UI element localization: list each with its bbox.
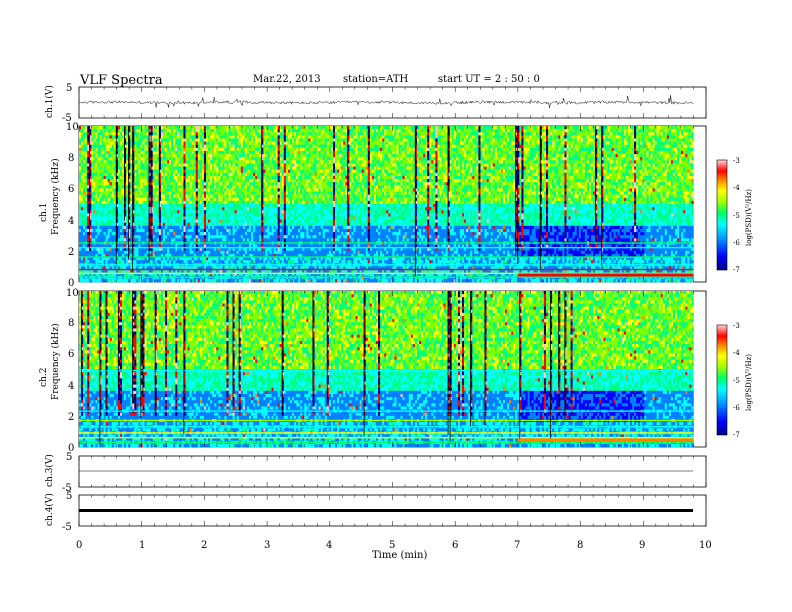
x-tick-9: 9	[639, 540, 645, 551]
ch1-ftick-10: 10	[66, 122, 79, 133]
ch2-ftick-4: 4	[68, 381, 74, 392]
x-tick-4: 4	[326, 540, 332, 551]
ch1-spec-ylabel-channel: ch.1	[39, 203, 49, 222]
ch2-colorbar: -3 -4 -5 -6 -7 log(PSD)(V²/Hz)	[716, 322, 753, 439]
ch1-waveform-line	[78, 95, 694, 108]
ch4-ylabel: ch.4(V)	[44, 493, 55, 526]
figure-title: VLF Spectra	[79, 73, 163, 88]
ch1-cb-tick-m7: -7	[733, 266, 740, 274]
ch2-ftick-8: 8	[68, 318, 74, 329]
ch1-ftick-6: 6	[68, 184, 74, 195]
x-tick-6: 6	[452, 540, 458, 551]
ch1-cb-tick-m3: -3	[733, 157, 740, 165]
ch2-cb-tick-m6: -6	[733, 404, 740, 412]
ch2-cb-tick-m4: -4	[733, 349, 740, 357]
x-axis-label: Time (min)	[372, 550, 427, 561]
ch1-ftick-8: 8	[68, 153, 74, 164]
ch1-spectrogram-panel: 10 8 6 4 2 0 ch.1 Frequency (kHz)	[39, 122, 707, 289]
ch2-ftick-6: 6	[68, 349, 74, 360]
ch2-ftick-2: 2	[68, 412, 74, 423]
ch2-spec-ylabel-frequency: Frequency (kHz)	[50, 323, 61, 400]
ch1-cb-tick-m5: -5	[733, 212, 740, 220]
ch2-spec-ylabel-channel: ch.2	[39, 368, 49, 387]
x-tick-8: 8	[577, 540, 583, 551]
ch2-cb-tick-m3: -3	[733, 322, 740, 330]
ch1-colorbar-scale	[716, 159, 728, 271]
x-tick-3: 3	[264, 540, 270, 551]
ch1-colorbar-label: log(PSD)(V²/Hz)	[745, 189, 753, 246]
ch1-waveform-panel: 5 -5 ch.1(V)	[44, 83, 707, 124]
ch1-waveform-frame	[78, 86, 707, 119]
x-tick-1: 1	[139, 540, 145, 551]
ch2-ftick-0: 0	[68, 443, 74, 454]
ch3-waveform-frame	[78, 455, 707, 488]
ch3-waveform-panel: 5 -5 ch.3(V)	[44, 452, 707, 494]
ch2-colorbar-scale	[716, 324, 728, 436]
ch4-waveform-panel: 5 -5 ch.4(V)	[44, 491, 707, 533]
ch1-ylabel: ch.1(V)	[44, 85, 55, 118]
ch2-cb-tick-m5: -5	[733, 377, 740, 385]
x-tick-10: 10	[699, 540, 712, 551]
x-tick-2: 2	[201, 540, 207, 551]
ch3-ytick-bottom: -5	[62, 483, 72, 494]
time-axis-ticks	[78, 87, 707, 526]
ch4-ytick-bottom: -5	[62, 522, 72, 533]
ch1-ftick-2: 2	[68, 247, 74, 258]
station-label: station=ATH	[343, 74, 409, 85]
ch1-cb-tick-m4: -4	[733, 184, 740, 192]
ch4-waveform-line	[79, 509, 693, 512]
ch1-spec-ylabel-frequency: Frequency (kHz)	[50, 158, 61, 235]
ch3-ytick-top: 5	[66, 452, 72, 463]
ch2-spectrogram-image	[79, 291, 694, 448]
ch4-ytick-top: 5	[66, 491, 72, 502]
ch1-cb-tick-m6: -6	[733, 239, 740, 247]
x-axis: 0 1 2 3 4 5 6 7 8 9 10 Time (min)	[76, 540, 712, 561]
ch2-cb-tick-m7: -7	[733, 431, 740, 439]
ch2-colorbar-label: log(PSD)(V²/Hz)	[745, 354, 753, 411]
ch1-spectrogram-image	[79, 126, 694, 283]
x-tick-5: 5	[389, 540, 395, 551]
ch1-ytick-top: 5	[66, 83, 72, 94]
ch1-colorbar: -3 -4 -5 -6 -7 log(PSD)(V²/Hz)	[716, 157, 753, 274]
ch1-ytick-bottom: -5	[62, 113, 72, 124]
ch3-ylabel: ch.3(V)	[44, 454, 55, 487]
start-time-label: start UT = 2 : 50 : 0	[438, 74, 540, 85]
ch1-ftick-4: 4	[68, 216, 74, 227]
date-label: Mar.22, 2013	[253, 74, 321, 85]
ch2-ftick-10: 10	[66, 288, 79, 299]
ch1-ftick-0: 0	[68, 278, 74, 289]
ch2-spectrogram-panel: 10 8 6 4 2 0 ch.2 Frequency (kHz)	[39, 288, 707, 454]
x-tick-7: 7	[514, 540, 520, 551]
x-tick-0: 0	[76, 540, 82, 551]
